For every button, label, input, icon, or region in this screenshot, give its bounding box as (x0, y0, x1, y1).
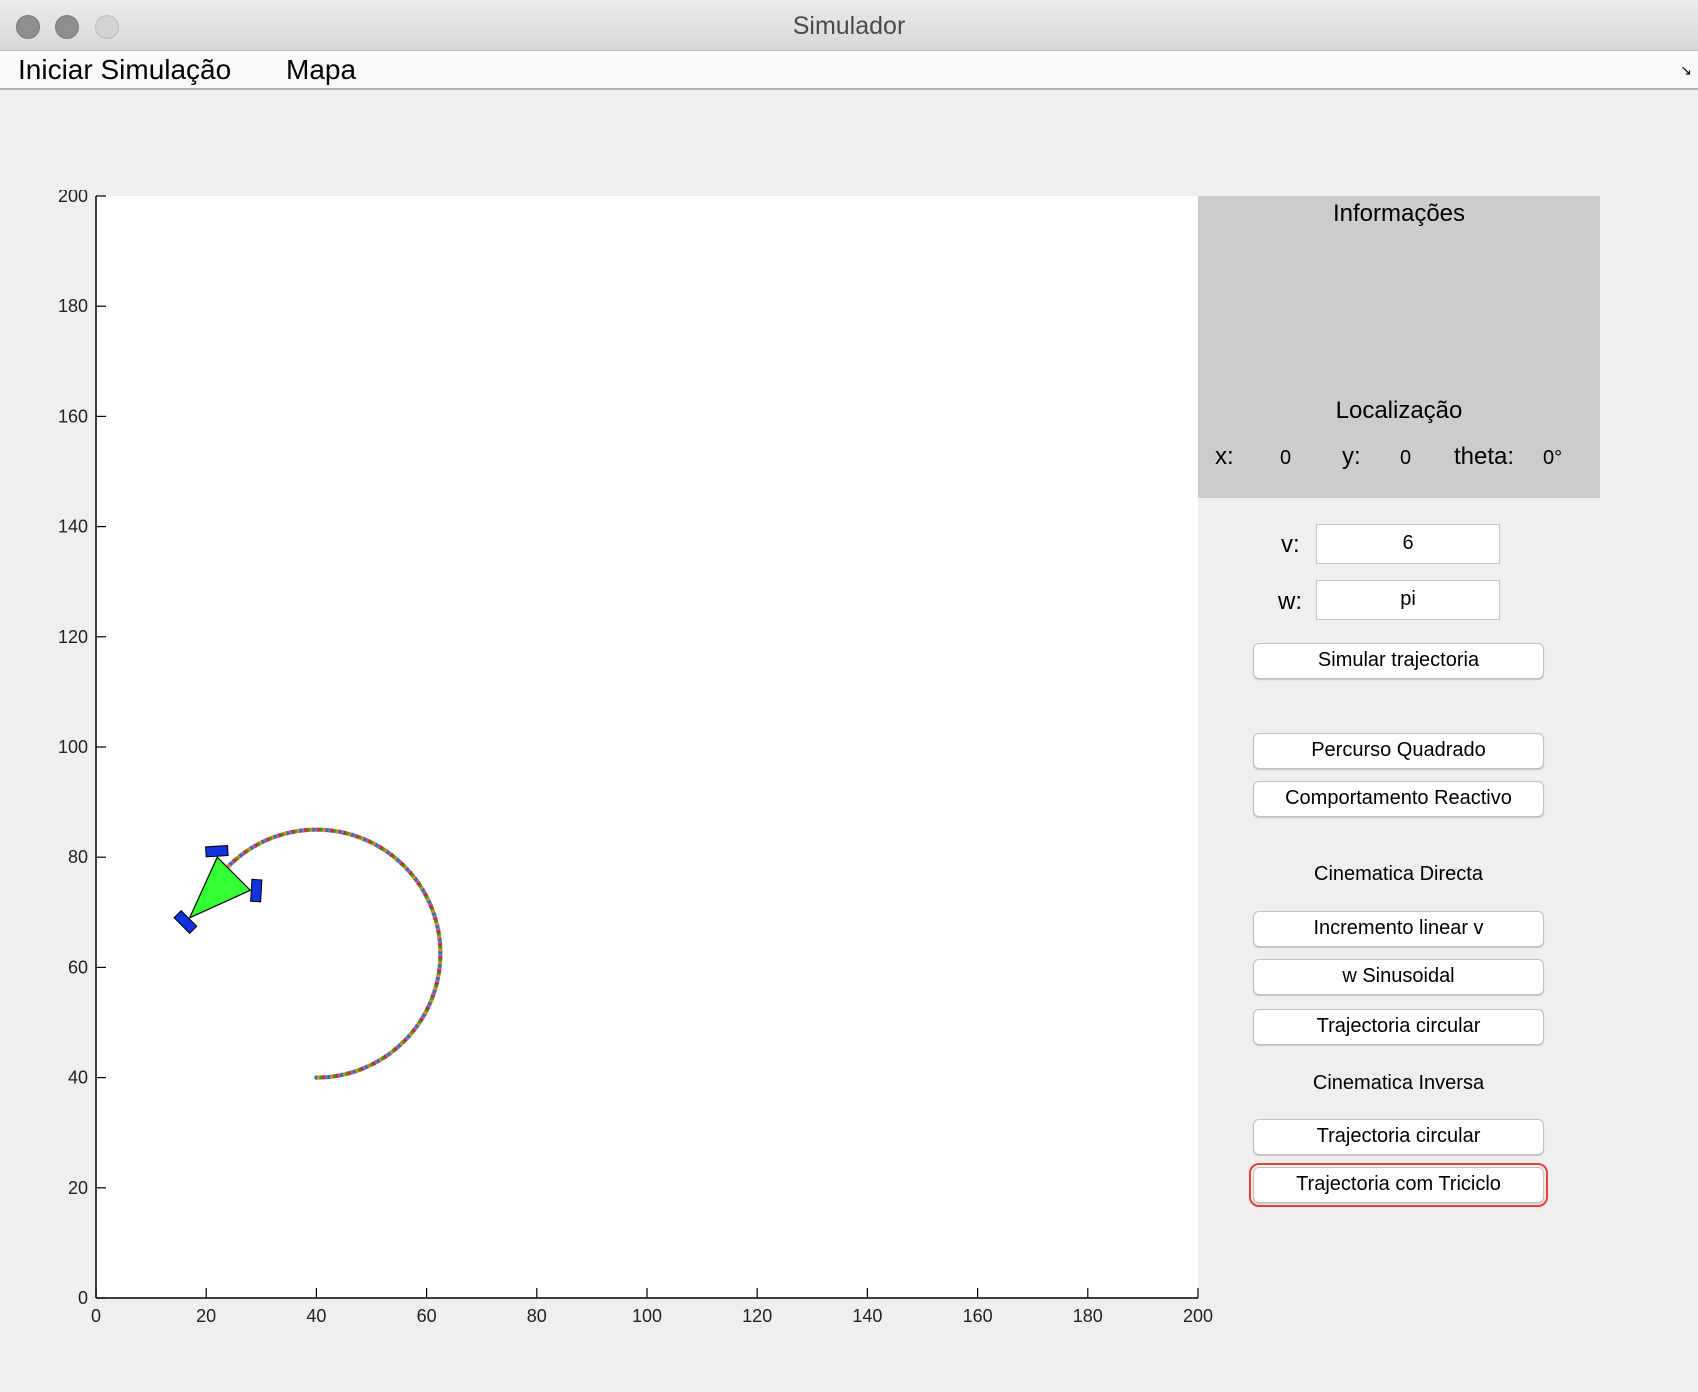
info-panel: Informações Localização x: 0 y: 0 theta:… (1198, 196, 1600, 498)
menu-iniciar-simulacao[interactable]: Iniciar Simulação (18, 54, 232, 85)
circular-trajectory-direct-button[interactable]: Trajectoria circular (1253, 1009, 1544, 1045)
x-tick-label: 140 (852, 1306, 882, 1326)
theta-value: 0° (1543, 447, 1563, 469)
simulate-trajectory-button[interactable]: Simular trajectoria (1253, 643, 1544, 679)
y-tick-label: 180 (58, 296, 88, 316)
direct-kinematics-title: Cinematica Directa (1314, 863, 1483, 885)
inverse-kinematics-title: Cinematica Inversa (1312, 1072, 1485, 1094)
y-value: 0 (1400, 447, 1412, 469)
y-tick-label: 0 (78, 1288, 88, 1308)
reactive-behavior-button[interactable]: Comportamento Reactivo (1253, 781, 1544, 817)
y-tick-label: 140 (58, 517, 88, 537)
x-tick-label: 200 (1183, 1306, 1213, 1326)
x-tick-label: 80 (527, 1306, 547, 1326)
w-label: w: (1278, 588, 1302, 615)
y-tick-label: 40 (68, 1068, 88, 1088)
location-title: Localização (1335, 397, 1463, 424)
zoom-window-button[interactable] (95, 15, 119, 39)
plot-axes: 0 20 40 60 80 100 120 140 160 180 200 0 20 40 60 80 100 1… (58, 190, 1213, 1326)
minimize-window-button[interactable] (55, 15, 79, 39)
y-tick-label: 60 (68, 957, 88, 977)
y-tick-label: 100 (58, 737, 88, 757)
y-tick-label: 20 (68, 1178, 88, 1198)
y-tick-label: 120 (58, 627, 88, 647)
square-path-button[interactable]: Percurso Quadrado (1253, 733, 1544, 769)
x-tick-label: 0 (91, 1306, 101, 1326)
w-input[interactable]: pi (1316, 580, 1500, 620)
circular-trajectory-inverse-button[interactable]: Trajectoria circular (1253, 1119, 1544, 1155)
x-tick-label: 40 (306, 1306, 326, 1326)
x-tick-label: 60 (417, 1306, 437, 1326)
title-bar: Simulador (0, 0, 1698, 51)
x-tick-label: 160 (963, 1306, 993, 1326)
tricycle-trajectory-button[interactable]: Trajectoria com Triciclo (1249, 1163, 1548, 1207)
y-tick-label: 200 (58, 190, 88, 206)
sinusoidal-w-button[interactable]: w Sinusoidal (1253, 959, 1544, 995)
x-tick-label: 120 (742, 1306, 772, 1326)
robot-wheel (205, 845, 229, 858)
y-label: y: (1342, 443, 1361, 470)
info-title: Informações (1332, 200, 1466, 227)
close-window-button[interactable] (16, 15, 40, 39)
x-label: x: (1215, 443, 1234, 470)
x-tick-label: 180 (1073, 1306, 1103, 1326)
robot-body (188, 856, 252, 920)
plot-area (96, 196, 1198, 1298)
y-tick-label: 80 (68, 847, 88, 867)
v-input[interactable]: 6 (1316, 524, 1500, 564)
menu-bar: Iniciar Simulação Mapa (0, 51, 1698, 90)
x-tick-label: 100 (632, 1306, 662, 1326)
theta-label: theta: (1454, 443, 1515, 470)
resize-icon[interactable]: ↘ (1680, 62, 1692, 78)
robot-wheel (173, 910, 198, 935)
y-tick-label: 160 (58, 406, 88, 426)
robot-wheel (250, 878, 263, 903)
window-title: Simulador (792, 12, 906, 40)
x-value: 0 (1280, 447, 1292, 469)
v-label: v: (1281, 531, 1300, 558)
robot (173, 845, 263, 935)
x-tick-label: 20 (196, 1306, 216, 1326)
menu-mapa[interactable]: Mapa (286, 54, 357, 85)
linear-increment-button[interactable]: Incremento linear v (1253, 911, 1544, 947)
trajectory-path (219, 827, 443, 1080)
